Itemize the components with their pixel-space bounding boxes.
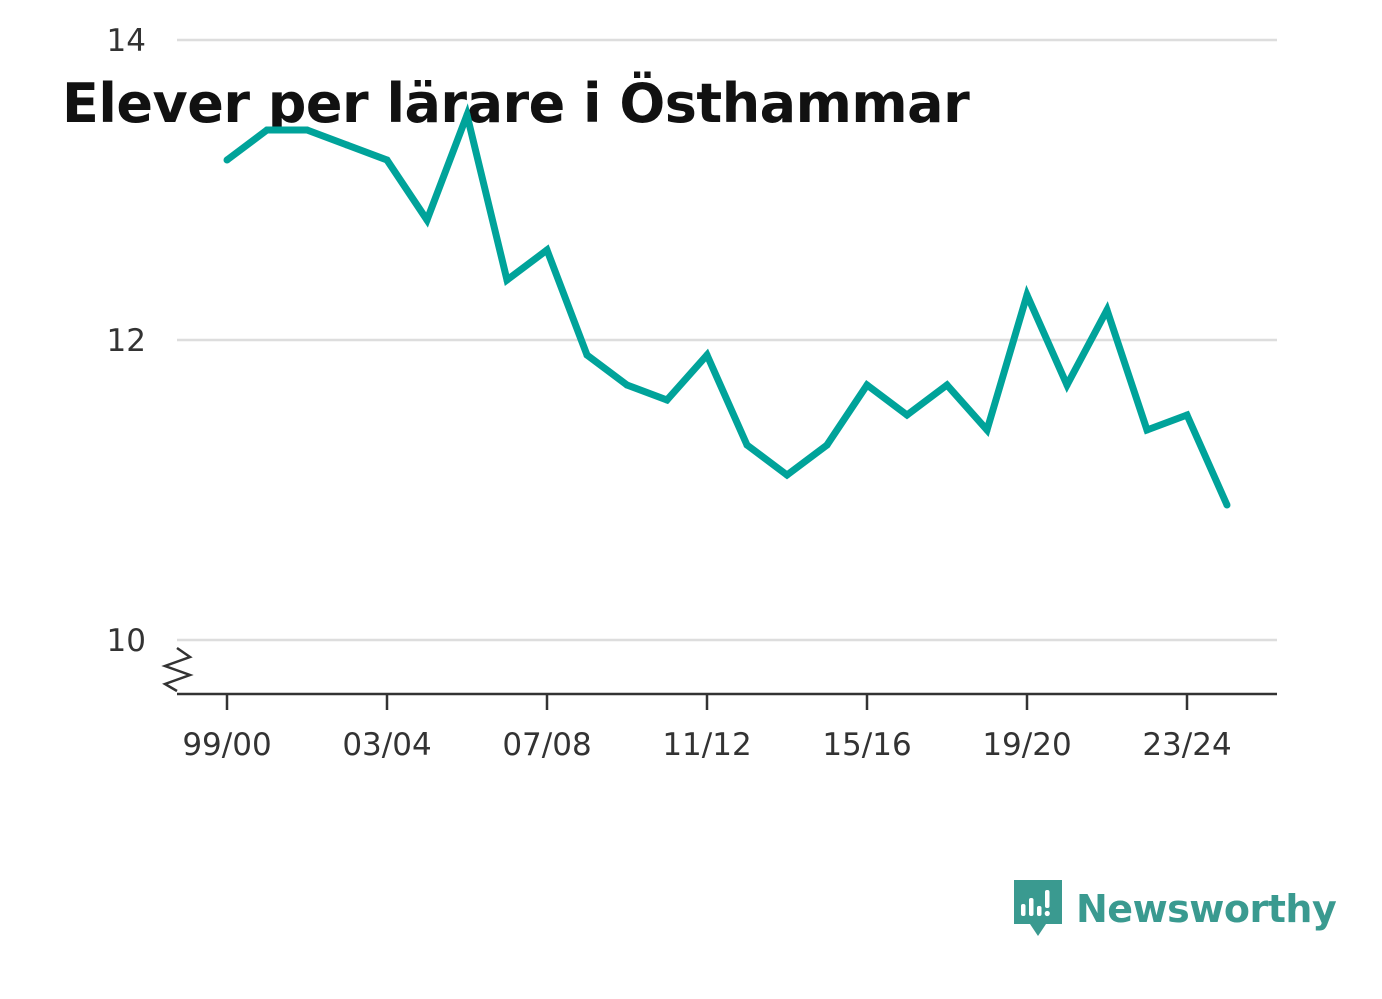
data-point (1103, 306, 1111, 314)
data-point (503, 276, 511, 284)
x-tick-label: 11/12 (662, 727, 751, 763)
x-tick-label: 15/16 (822, 727, 911, 763)
chart-title: Elever per lärare i Östhammar (62, 72, 970, 135)
x-tick-label: 99/00 (182, 727, 271, 763)
x-axis: 99/00 03/04 07/08 11/12 15/16 19/20 23/24 (161, 646, 1277, 763)
y-tick-label: 14 (107, 23, 146, 59)
data-point (783, 471, 791, 479)
data-point (583, 351, 591, 359)
data-point (423, 216, 431, 224)
data-point (1023, 291, 1031, 299)
data-point (263, 126, 271, 134)
data-point (383, 156, 391, 164)
newsworthy-logo-icon (1014, 880, 1062, 936)
brand-name: Newsworthy (1076, 887, 1337, 931)
series-line (224, 103, 1231, 507)
data-point (1143, 426, 1151, 434)
data-point (943, 381, 951, 389)
data-point (823, 441, 831, 449)
axis-break-icon (161, 646, 194, 693)
x-tick-label: 19/20 (982, 727, 1071, 763)
data-point (663, 396, 671, 404)
data-point (223, 156, 231, 164)
gridlines (177, 38, 1277, 642)
data-point (703, 351, 711, 359)
y-tick-label: 12 (107, 323, 146, 359)
data-point (743, 441, 751, 449)
data-point (1063, 381, 1071, 389)
series-layer (223, 103, 1231, 509)
data-point (1223, 501, 1231, 509)
y-axis-ticks: 10 12 14 (107, 23, 146, 659)
newsworthy-brand: Newsworthy (1012, 878, 1337, 940)
data-point (343, 141, 351, 149)
data-point (543, 246, 551, 254)
x-tick-label: 03/04 (342, 727, 431, 763)
data-point (903, 411, 911, 419)
data-point (303, 126, 311, 134)
x-tick-label: 23/24 (1142, 727, 1231, 763)
x-tick-label: 07/08 (502, 727, 591, 763)
data-point (463, 111, 471, 119)
data-point (623, 381, 631, 389)
y-tick-label: 10 (107, 623, 146, 659)
data-point (983, 426, 991, 434)
data-point (863, 381, 871, 389)
data-point (1183, 411, 1191, 419)
